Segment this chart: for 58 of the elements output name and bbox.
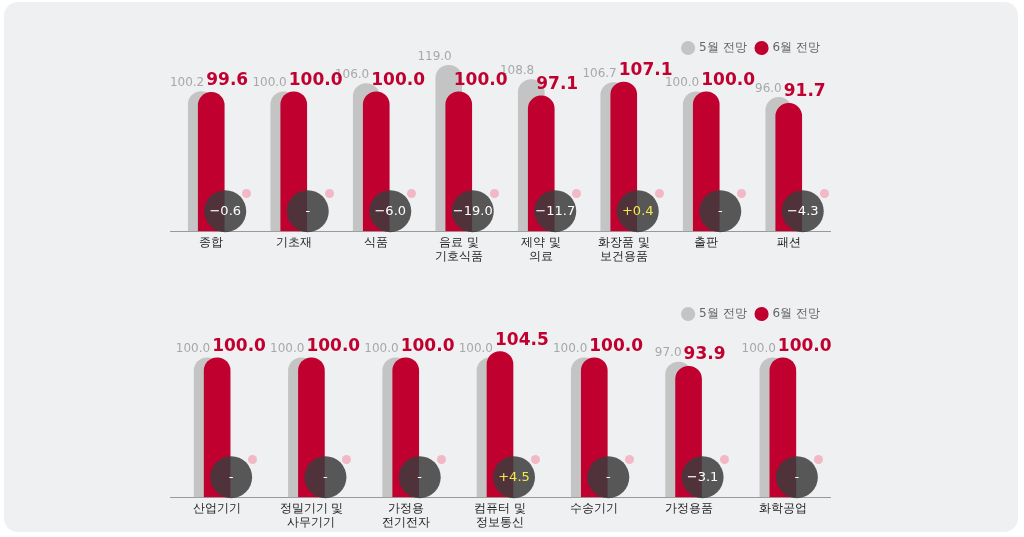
legend-label: 5월 전망 — [699, 306, 747, 321]
data-label: 100.0 — [175, 340, 211, 355]
x-tick-label: 가정용 전기전자 — [381, 500, 430, 529]
data-label: 97.1 — [536, 72, 579, 93]
data-label: 100.0 — [552, 340, 588, 355]
annotation: - — [794, 468, 800, 484]
data-label: 91.7 — [783, 80, 826, 101]
data-label: 100.0 — [701, 68, 756, 89]
x-tick-label: 화학공업 — [758, 500, 807, 515]
annotation: −3.1 — [686, 468, 719, 484]
data-label: 100.0 — [252, 74, 287, 89]
data-label: 100.0 — [777, 334, 832, 355]
annotation: - — [717, 202, 723, 218]
x-tick-label: 제약 및 의료 — [521, 234, 562, 263]
x-tick-label: 종합 — [199, 234, 224, 249]
x-tick-label: 식품 — [364, 234, 389, 249]
annotation: - — [323, 468, 329, 484]
data-label: 100.0 — [371, 68, 426, 89]
annotation: - — [605, 468, 611, 484]
annotation: - — [228, 468, 234, 484]
x-tick-label: 정밀기기 및 사무기기 — [279, 500, 344, 529]
annotation: - — [417, 468, 423, 484]
x-tick-label: 출판 — [694, 234, 719, 249]
data-label: 100.0 — [400, 334, 455, 355]
data-label: 93.9 — [683, 343, 726, 364]
annotation: - — [305, 202, 311, 218]
legend-label: 6월 전망 — [772, 306, 820, 321]
data-label: 104.5 — [495, 328, 549, 349]
annotation: −11.7 — [535, 202, 576, 218]
annotation: −4.3 — [786, 202, 819, 218]
legend-label: 6월 전망 — [772, 40, 820, 55]
x-tick-label: 컴퓨터 및 정보통신 — [474, 500, 526, 529]
legend-label: 5월 전망 — [699, 40, 747, 55]
data-label: 100.0 — [458, 340, 493, 355]
x-tick-label: 수송기기 — [570, 500, 619, 515]
data-label: 119.0 — [417, 48, 452, 63]
data-label: 100.0 — [212, 334, 267, 355]
data-label: 97.0 — [654, 345, 682, 360]
x-tick-label: 화장품 및 보건용품 — [597, 234, 650, 263]
annotation: −6.0 — [374, 202, 407, 218]
annotation: −0.6 — [209, 202, 242, 218]
data-label: 99.6 — [206, 69, 249, 90]
x-tick-label: 음료 및 기호식품 — [434, 234, 483, 263]
x-tick-label: 기초재 — [275, 234, 312, 249]
annotation: +4.5 — [498, 468, 530, 484]
x-tick-label: 패션 — [776, 234, 801, 249]
x-tick-label: 가정용품 — [664, 500, 713, 515]
data-label: 100.0 — [270, 340, 305, 355]
annotation: −19.0 — [452, 202, 493, 218]
x-tick-label: 산업기기 — [193, 500, 242, 515]
data-label: 100.0 — [364, 340, 399, 355]
data-label: 100.0 — [741, 340, 776, 355]
annotation: +0.4 — [621, 202, 654, 218]
data-label: 100.0 — [589, 334, 644, 355]
data-label: 96.0 — [755, 80, 782, 95]
data-label: 100.0 — [306, 334, 361, 355]
data-label: 106.7 — [582, 65, 617, 80]
data-label: 100.2 — [169, 74, 205, 89]
